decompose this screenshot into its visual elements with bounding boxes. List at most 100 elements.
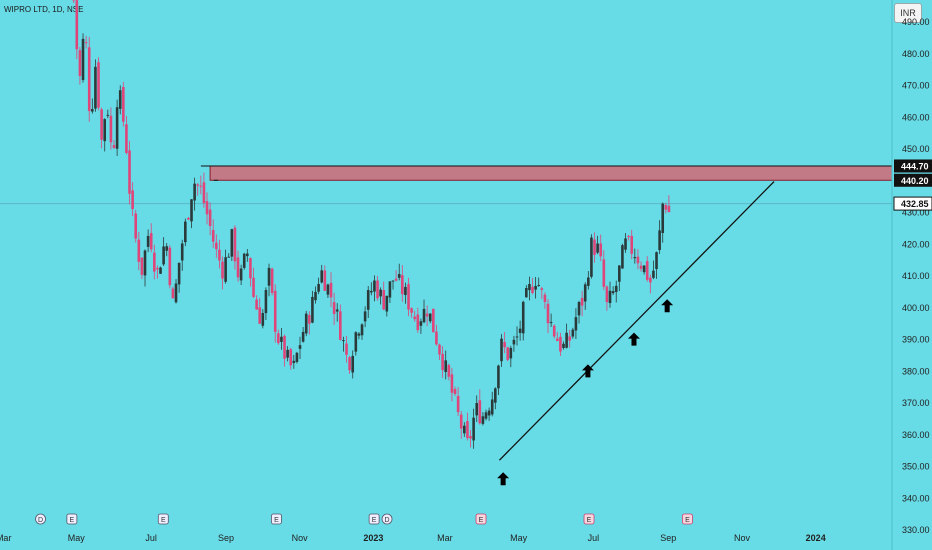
candle-body [661, 203, 665, 233]
x-tick-label: Jul [588, 533, 600, 543]
earnings-marker-icon [583, 513, 595, 525]
candle-body [478, 400, 482, 424]
candle-body [518, 328, 522, 333]
candle-body [298, 345, 302, 349]
chart-title: WIPRO LTD, 1D, NSE [4, 5, 84, 14]
candle-body [559, 336, 562, 352]
candle-body [602, 259, 606, 287]
candle-body [394, 278, 398, 281]
candle-body [295, 352, 299, 362]
candle-body [146, 235, 150, 247]
candle-body [131, 190, 134, 209]
candle-body [286, 349, 289, 358]
candle-body [236, 257, 240, 278]
candle-body [388, 281, 392, 298]
candle-body [565, 332, 568, 348]
candle-body [112, 144, 116, 148]
candle-body [252, 277, 255, 297]
candle-body [599, 243, 603, 257]
x-tick-label: Mar [0, 533, 11, 543]
candle-body [503, 342, 506, 348]
candle-body [652, 270, 655, 278]
candle-body [370, 290, 373, 293]
candle-body [401, 275, 404, 295]
candle-body [202, 182, 206, 204]
candle-body [441, 353, 444, 371]
candle-body [342, 340, 345, 342]
y-tick-label: 430.00 [902, 208, 930, 218]
candle-body [521, 301, 525, 334]
x-tick-label: May [510, 533, 528, 543]
candle-body [165, 246, 169, 251]
candle-body [118, 90, 122, 109]
candle-body [534, 285, 537, 290]
candle-body [506, 347, 510, 360]
candle-body [345, 343, 348, 355]
y-tick-label: 450.00 [902, 144, 930, 154]
earnings-marker-icon [271, 513, 282, 525]
candle-body [432, 308, 435, 333]
candle-body [125, 124, 128, 154]
trendline [498, 181, 775, 461]
candle-body [205, 201, 209, 215]
candle-body [360, 324, 364, 336]
y-tick-label: 460.00 [902, 112, 930, 122]
candle-body [354, 332, 358, 352]
earnings-marker-icon [368, 513, 380, 525]
candle-body [410, 308, 413, 313]
candle-body [246, 253, 249, 257]
y-tick-label: 380.00 [902, 366, 930, 376]
candle-body [149, 233, 153, 250]
candle-body [267, 267, 271, 286]
event-marker-label: E [479, 517, 484, 524]
candle-body [292, 360, 296, 363]
candle-body [187, 217, 190, 220]
candle-body [106, 114, 110, 116]
candle-body [277, 333, 280, 344]
dividend-marker-icon [381, 513, 393, 525]
zone-top-label-bg [894, 159, 932, 173]
candle-body [525, 288, 528, 298]
candle-body [301, 331, 305, 342]
candle-body [587, 277, 590, 286]
candle-body [494, 388, 497, 403]
candle-body [500, 338, 503, 362]
currency-button[interactable]: INR [894, 3, 922, 23]
y-tick-label: 350.00 [902, 462, 930, 472]
candle-body [546, 303, 550, 324]
candle-body [140, 257, 144, 275]
y-tick-label: 420.00 [902, 239, 930, 249]
candle-body [128, 150, 131, 194]
candle-body [583, 284, 587, 302]
candle-body [323, 270, 327, 291]
candle-body [481, 416, 485, 424]
candle-body [329, 282, 333, 298]
resistance-zone [209, 165, 893, 181]
earnings-marker-icon [157, 513, 169, 525]
zone-bottom-label-bg [894, 173, 932, 187]
candle-body [218, 249, 221, 261]
earnings-marker-icon [682, 513, 693, 525]
candle-body [233, 227, 237, 262]
candle-body [549, 322, 553, 324]
event-marker-label: E [274, 517, 279, 524]
event-marker-label: D [384, 517, 389, 524]
candle-body [416, 314, 420, 331]
x-tick-label: Sep [218, 533, 234, 543]
candle-body [196, 184, 200, 186]
candle-body [376, 280, 379, 299]
candle-body [552, 325, 556, 337]
candle-body [91, 109, 94, 112]
y-tick-label: 470.00 [902, 81, 930, 91]
x-tick-label: 2023 [363, 533, 383, 543]
candle-body [208, 209, 212, 227]
candle-body [215, 242, 218, 250]
candle-body [174, 283, 178, 303]
candle-body [407, 284, 410, 310]
x-tick-label: Nov [734, 533, 751, 543]
zone-bottom-label: 440.20 [901, 176, 929, 186]
y-tick-label: 400.00 [902, 303, 930, 313]
candle-body [258, 307, 262, 324]
candle-body [308, 315, 311, 324]
